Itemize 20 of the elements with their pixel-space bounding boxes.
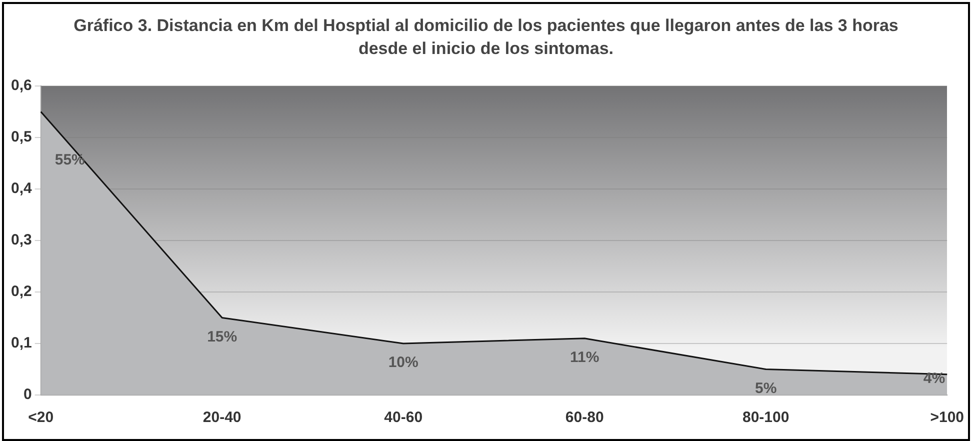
x-tick-label: 60-80 — [565, 409, 604, 426]
data-label: 15% — [207, 328, 238, 346]
x-tick-label: >100 — [930, 409, 964, 426]
y-tick-label: 0,3 — [10, 232, 32, 249]
data-label: 10% — [388, 354, 418, 372]
x-tick-label: 40-60 — [384, 409, 423, 426]
x-tick-label: <20 — [28, 409, 54, 426]
chart-title: Gráfico 3. Distancia en Km del Hosptial al domicilio de los pacientes que llegaron antes de las 3 horas desde el inicio de los sintomas. — [72, 15, 900, 60]
data-label: 5% — [755, 380, 777, 397]
data-label: 11% — [570, 348, 600, 366]
y-tick-label: 0,6 — [10, 77, 32, 94]
x-tick-label: 20-40 — [202, 409, 242, 426]
data-label: 55% — [54, 152, 85, 169]
y-tick-label: 0,4 — [10, 180, 32, 198]
y-tick-label: 0 — [24, 386, 32, 404]
y-tick-label: 0,1 — [10, 334, 32, 352]
x-tick-label: 80-100 — [742, 409, 790, 426]
y-tick-label: 0,5 — [10, 128, 32, 146]
y-tick-label: 0,2 — [10, 283, 32, 300]
data-label: 4% — [923, 370, 946, 388]
